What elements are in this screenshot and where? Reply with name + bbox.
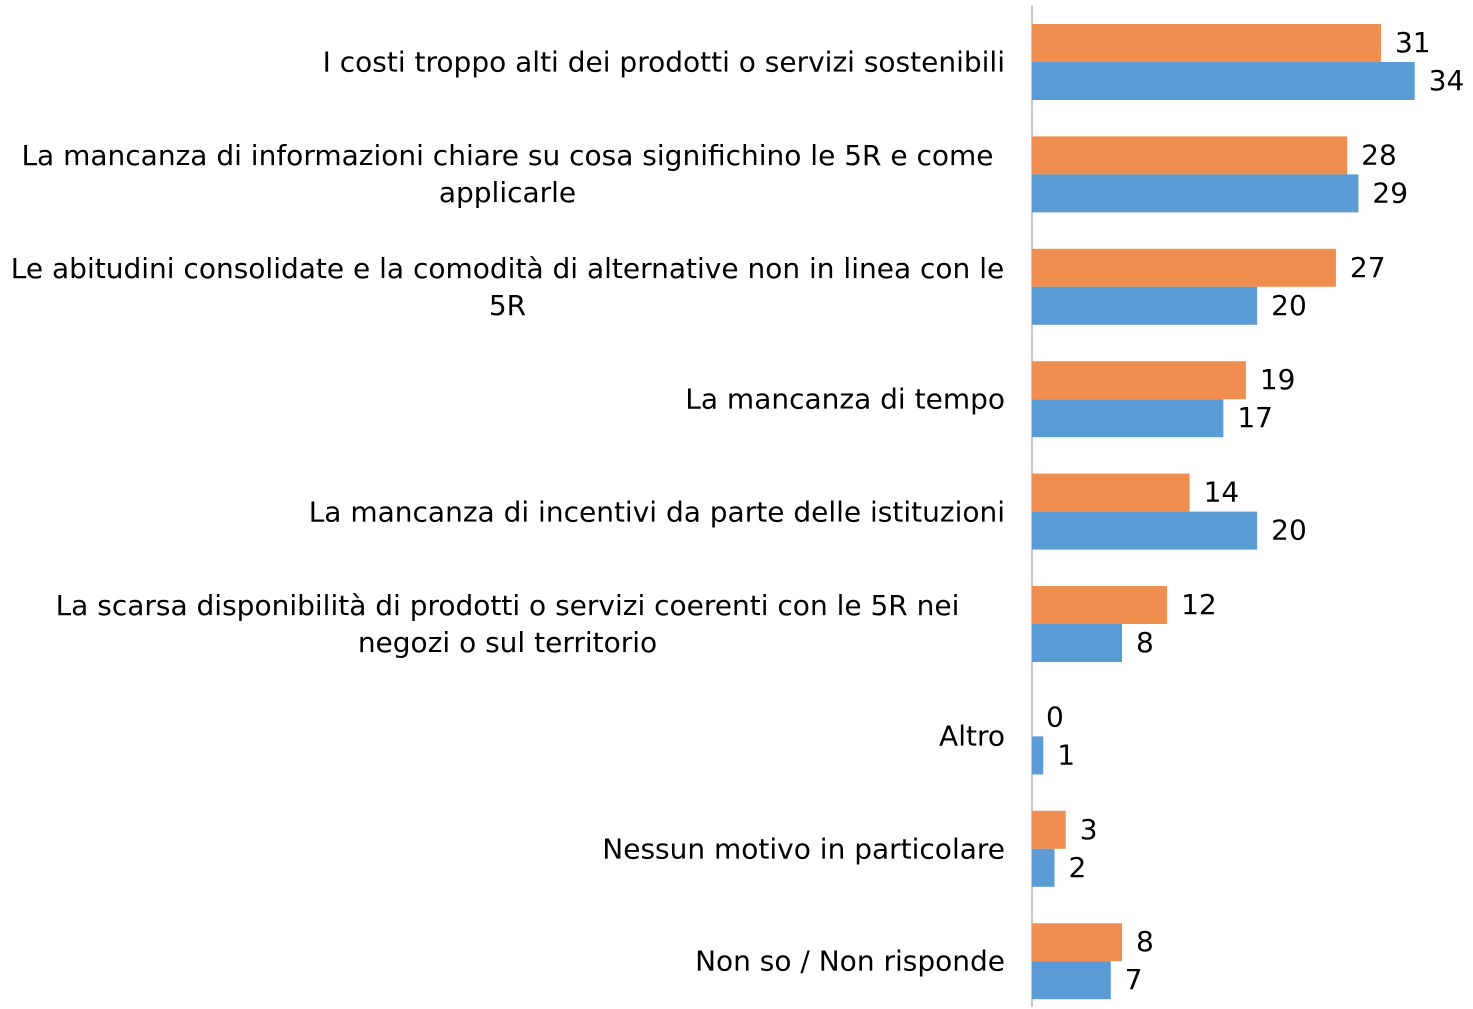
category-text: La mancanza di incentivi da parte delle … — [308, 495, 1005, 529]
value-label: 17 — [1237, 401, 1273, 434]
bar — [1032, 174, 1359, 213]
bar — [1032, 848, 1055, 887]
category-label: I costi troppo alti dei prodotti o servi… — [10, 44, 1005, 81]
value-label: 34 — [1429, 64, 1465, 97]
value-label: 31 — [1395, 26, 1431, 59]
value-label: 3 — [1080, 813, 1098, 846]
category-label: La scarsa disponibilità di prodotti o se… — [10, 587, 1005, 661]
category-label: Nessun motivo in particolare — [10, 830, 1005, 867]
bar — [1032, 473, 1190, 512]
bar — [1032, 361, 1246, 400]
bar — [1032, 136, 1348, 175]
value-label: 19 — [1260, 363, 1296, 396]
category-text: I costi troppo alti dei prodotti o servi… — [322, 45, 1005, 79]
bar — [1032, 511, 1258, 550]
category-text: Le abitudini consolidate e la comodità d… — [10, 251, 1005, 322]
category-label: Non so / Non risponde — [10, 943, 1005, 980]
bar — [1032, 248, 1336, 287]
bar — [1032, 923, 1123, 962]
value-label: 20 — [1271, 514, 1307, 547]
value-label: 2 — [1069, 851, 1087, 884]
category-text: La mancanza di tempo — [685, 382, 1005, 416]
category-label: La mancanza di tempo — [10, 381, 1005, 418]
bar — [1032, 286, 1258, 325]
category-text: Nessun motivo in particolare — [602, 832, 1005, 866]
category-label: Le abitudini consolidate e la comodità d… — [10, 250, 1005, 324]
value-label: 20 — [1271, 289, 1307, 322]
value-label: 0 — [1046, 700, 1064, 733]
value-label: 29 — [1372, 176, 1408, 209]
value-label: 1 — [1057, 738, 1075, 771]
category-label: La mancanza di informazioni chiare su co… — [10, 137, 1005, 211]
bar — [1032, 24, 1381, 62]
value-label: 28 — [1361, 138, 1397, 171]
category-text: Non so / Non risponde — [695, 944, 1005, 978]
bar — [1032, 736, 1044, 775]
bar — [1032, 810, 1066, 849]
bar — [1032, 961, 1111, 1000]
bar — [1032, 62, 1415, 100]
value-label: 8 — [1136, 626, 1154, 659]
value-label: 12 — [1181, 588, 1217, 621]
value-label: 8 — [1136, 925, 1154, 958]
category-label: La mancanza di incentivi da parte delle … — [10, 493, 1005, 530]
category-text: La mancanza di informazioni chiare su co… — [21, 139, 994, 210]
value-label: 14 — [1204, 476, 1240, 509]
category-text: Altro — [939, 719, 1005, 753]
bar — [1032, 586, 1168, 624]
value-label: 27 — [1350, 251, 1386, 284]
bar — [1032, 624, 1123, 662]
category-label: Altro — [10, 718, 1005, 755]
category-text: La scarsa disponibilità di prodotti o se… — [55, 589, 960, 659]
bar — [1032, 399, 1224, 438]
value-label: 7 — [1125, 963, 1143, 996]
